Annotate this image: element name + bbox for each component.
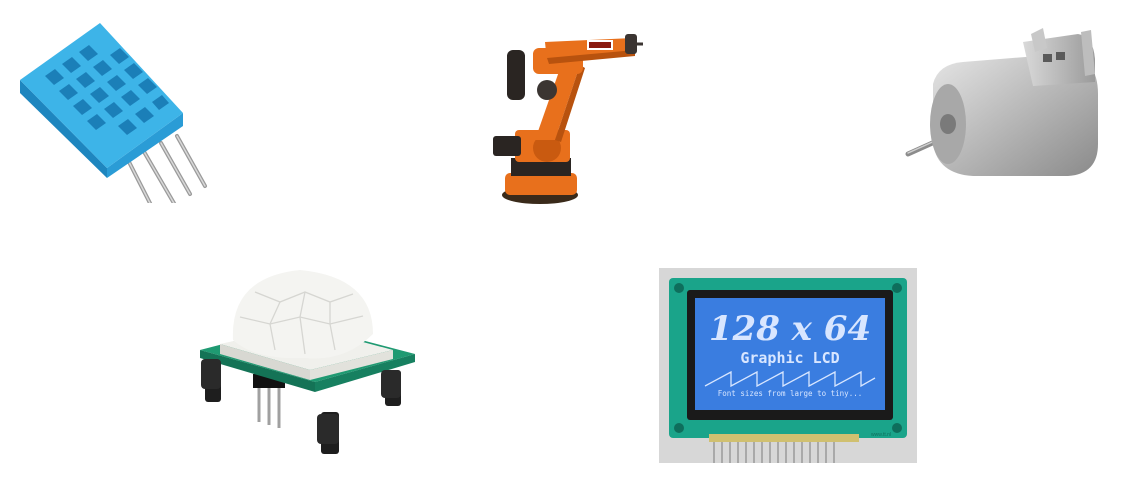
lcd-caption-text: Font sizes from large to tiny... xyxy=(718,389,863,398)
lcd-brand-text: www.tt.nl xyxy=(871,432,891,438)
graphic-lcd-image: 128 x 64 Graphic LCD Font sizes from lar… xyxy=(659,268,917,463)
robot-arm-image xyxy=(485,30,645,208)
lcd-title-text: 128 x 64 xyxy=(709,309,871,349)
lcd-subtitle-text: Graphic LCD xyxy=(740,349,839,367)
pir-sensor-image xyxy=(195,262,420,457)
lcd-sawtooth-wave xyxy=(704,370,876,388)
dc-motor-image xyxy=(903,24,1103,182)
dht11-sensor-image xyxy=(15,18,215,203)
